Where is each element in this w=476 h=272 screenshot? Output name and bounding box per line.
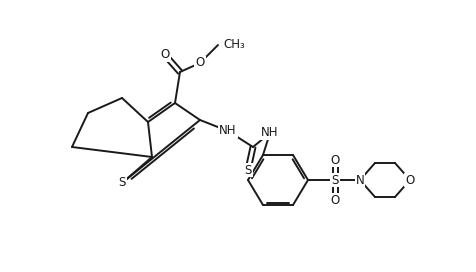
Text: S: S	[119, 177, 126, 190]
Text: S: S	[331, 174, 339, 187]
Text: O: O	[195, 57, 205, 70]
Text: O: O	[406, 174, 415, 187]
Text: O: O	[330, 193, 339, 206]
Text: NH: NH	[261, 126, 279, 140]
Text: O: O	[160, 48, 169, 61]
Text: N: N	[356, 174, 364, 187]
Text: S: S	[244, 163, 252, 177]
Text: NH: NH	[219, 125, 237, 138]
Text: O: O	[330, 153, 339, 166]
Text: CH₃: CH₃	[223, 39, 245, 51]
